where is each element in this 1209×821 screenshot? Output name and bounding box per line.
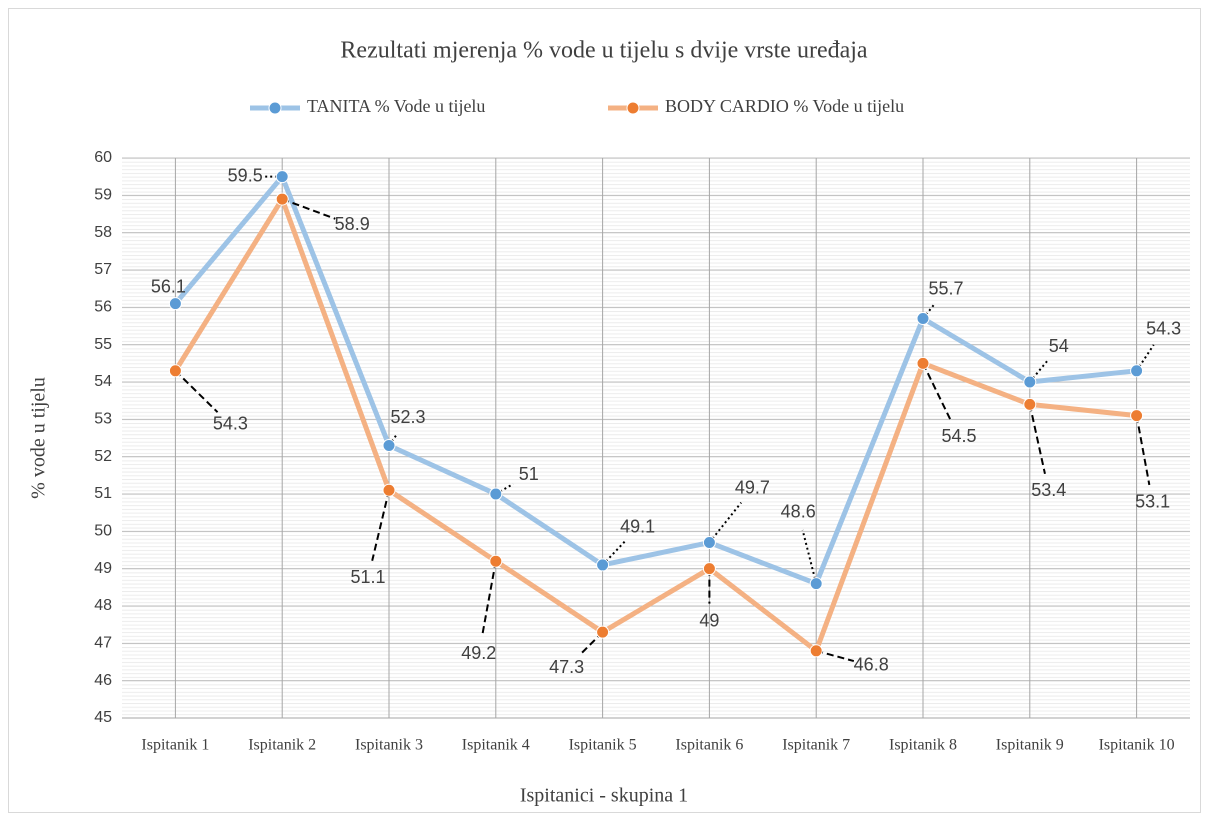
y-tick-label: 54 — [94, 373, 112, 390]
x-tick-label: Ispitanik 6 — [675, 737, 743, 754]
point-marker — [702, 562, 716, 576]
point-marker — [809, 577, 823, 591]
series-line — [173, 196, 1137, 654]
data-label: 49.7 — [735, 477, 770, 497]
leader-line — [708, 501, 742, 544]
x-tick-label: Ispitanik 4 — [462, 737, 530, 754]
leader-line — [815, 649, 855, 663]
x-tick-label: Ispitanik 9 — [996, 737, 1064, 754]
x-tick-label: Ispitanik 5 — [569, 737, 637, 754]
point-marker — [1130, 409, 1144, 423]
data-label: 46.8 — [854, 655, 889, 675]
data-label: 49.1 — [620, 517, 655, 537]
point-marker — [275, 192, 289, 206]
point-marker — [275, 170, 289, 184]
point-marker — [702, 536, 716, 550]
point-marker — [168, 364, 182, 378]
data-label: 56.1 — [151, 276, 186, 296]
legend-marker — [268, 101, 282, 115]
y-tick-label: 55 — [94, 336, 112, 353]
leader-line — [922, 303, 936, 320]
x-axis-title: Ispitanici - skupina 1 — [520, 785, 688, 807]
data-label: 54.5 — [941, 426, 976, 446]
x-tick-label: Ispitanik 8 — [889, 737, 957, 754]
y-axis-title: % vode u tijelu — [28, 377, 50, 499]
series-line — [173, 174, 1137, 587]
y-tick-label: 58 — [94, 224, 112, 241]
point-marker — [916, 312, 930, 326]
data-label: 55.7 — [928, 278, 963, 298]
data-label: 49.2 — [461, 643, 496, 663]
data-label: 51 — [519, 464, 539, 484]
leader-line — [281, 198, 336, 220]
y-tick-label: 51 — [94, 485, 112, 502]
leader-line — [481, 561, 497, 637]
y-tick-label: 57 — [94, 261, 112, 278]
x-tick-label: Ispitanik 10 — [1099, 737, 1175, 754]
point-marker — [1023, 375, 1037, 389]
legend-label: TANITA % Vode u tijelu — [307, 96, 485, 116]
data-label: 53.4 — [1031, 480, 1066, 500]
leader-line — [371, 490, 390, 561]
y-tick-label: 50 — [94, 523, 112, 540]
y-tick-label: 60 — [94, 149, 112, 166]
y-tick-label: 49 — [94, 560, 112, 577]
data-label: 49 — [699, 610, 719, 630]
data-label: 52.3 — [390, 407, 425, 427]
point-marker — [489, 487, 503, 501]
y-tick-label: 53 — [94, 411, 112, 428]
y-tick-label: 56 — [94, 299, 112, 316]
data-label: 59.5 — [228, 165, 263, 185]
data-label: 54 — [1049, 336, 1069, 356]
point-marker — [596, 625, 610, 639]
leader-line — [1028, 404, 1046, 475]
leader-line — [495, 483, 514, 495]
point-marker — [1130, 364, 1144, 378]
leader-line — [174, 370, 219, 413]
point-marker — [596, 558, 610, 572]
point-marker — [382, 483, 396, 497]
x-tick-label: Ispitanik 7 — [782, 737, 850, 754]
point-marker — [809, 644, 823, 658]
point-marker — [1023, 397, 1037, 411]
legend-marker — [626, 101, 640, 115]
point-marker — [382, 438, 396, 452]
point-marker — [916, 356, 930, 370]
data-label: 51.1 — [350, 567, 385, 587]
y-tick-label: 48 — [94, 597, 112, 614]
leader-line — [801, 529, 818, 584]
x-tick-label: Ispitanik 1 — [141, 737, 209, 754]
legend-label: BODY CARDIO % Vode u tijelu — [665, 96, 904, 116]
chart-title: Rezultati mjerenja % vode u tijelu s dvi… — [340, 38, 868, 64]
data-label: 58.9 — [335, 214, 370, 234]
y-tick-label: 59 — [94, 187, 112, 204]
leader-line — [1135, 415, 1151, 486]
x-tick-label: Ispitanik 2 — [248, 737, 316, 754]
data-label: 48.6 — [781, 501, 816, 521]
y-tick-label: 46 — [94, 672, 112, 689]
point-marker — [489, 554, 503, 568]
point-marker — [168, 297, 182, 311]
y-tick-label: 45 — [94, 709, 112, 726]
data-label: 54.3 — [213, 414, 248, 434]
y-tick-label: 52 — [94, 448, 112, 465]
data-label: 47.3 — [549, 657, 584, 677]
data-label: 54.3 — [1146, 319, 1181, 339]
data-label: 53.1 — [1135, 491, 1170, 511]
x-tick-label: Ispitanik 3 — [355, 737, 423, 754]
y-tick-label: 47 — [94, 635, 112, 652]
